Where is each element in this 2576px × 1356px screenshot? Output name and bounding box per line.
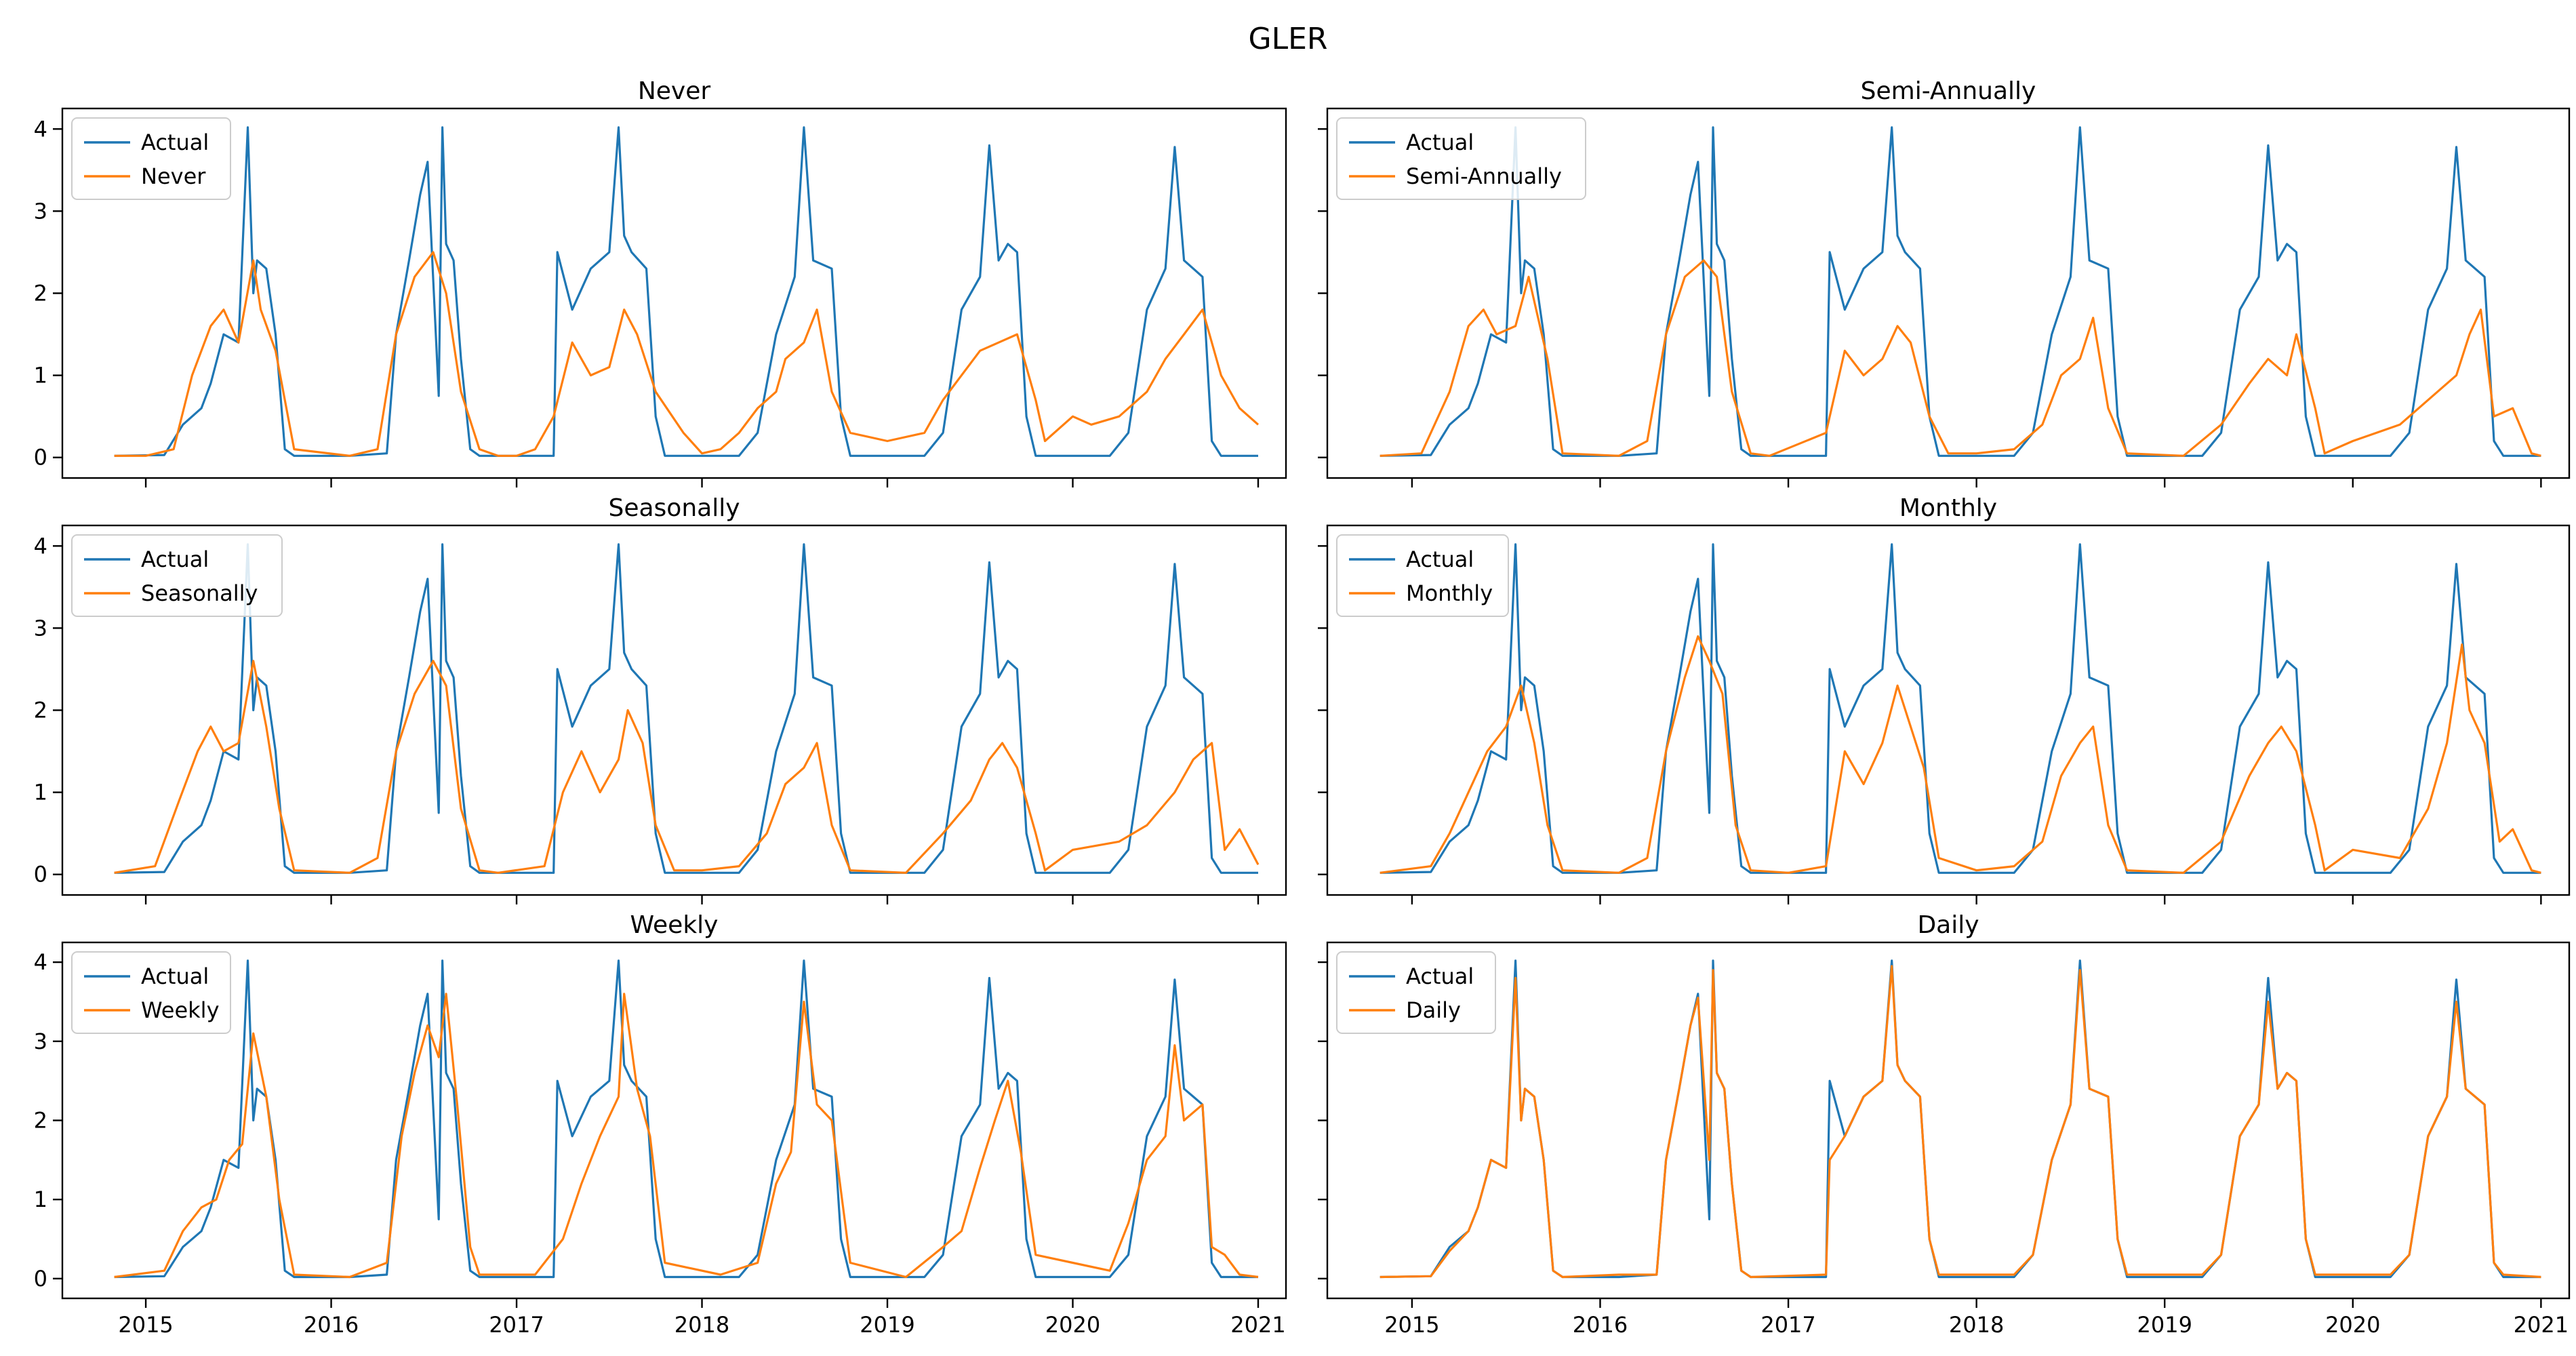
legend-box xyxy=(1336,951,1496,1034)
panel-seasonally: Seasonally 0 1 2 3 4 Actual Seasonally xyxy=(34,494,1287,904)
x-tick-label: 2018 xyxy=(675,1312,729,1338)
legend-label: Seasonally xyxy=(141,580,258,606)
legend: Actual Never xyxy=(71,117,231,200)
y-tick-label: 2 xyxy=(34,1108,47,1134)
legend-label: Actual xyxy=(141,129,209,155)
series-line-actual xyxy=(114,543,1258,874)
panel-weekly: Weekly 0 1 2 3 4 2015 2016 2017 2018 2019 2020 2021 A… xyxy=(34,911,1287,1338)
legend: Actual Weekly xyxy=(71,951,231,1034)
legend-box xyxy=(71,117,231,200)
x-tick-label: 2019 xyxy=(860,1312,914,1338)
legend-label: Never xyxy=(141,163,206,189)
y-tick-label: 0 xyxy=(34,445,47,471)
legend-label: Actual xyxy=(1406,963,1474,989)
x-tick-label: 2016 xyxy=(1573,1312,1628,1338)
x-tick-label: 2021 xyxy=(2514,1312,2569,1338)
legend-label: Actual xyxy=(141,546,209,572)
series-line-semi-annually xyxy=(1380,259,2541,457)
panel-daily: Daily 2015 2016 2017 2018 2019 2020 2021 Actual D… xyxy=(1318,911,2571,1338)
x-tick-label: 2018 xyxy=(1949,1312,2004,1338)
panel-title: Daily xyxy=(1917,911,1979,939)
panel-monthly: Monthly Actual Monthly xyxy=(1318,494,2571,904)
legend: Actual Monthly xyxy=(1336,534,1509,617)
y-tick-label: 4 xyxy=(34,116,47,142)
figure-title: GLER xyxy=(1249,22,1328,56)
x-tick-label: 2020 xyxy=(2325,1312,2380,1338)
x-tick-label: 2020 xyxy=(1045,1312,1100,1338)
series-line-monthly xyxy=(1380,635,2541,874)
series-line-actual xyxy=(1380,543,2541,874)
legend-box xyxy=(71,534,283,617)
series-line-seasonally xyxy=(114,660,1260,874)
legend-label: Semi-Annually xyxy=(1406,163,1562,189)
y-tick-label: 2 xyxy=(34,281,47,306)
y-tick-label: 1 xyxy=(34,1186,47,1212)
legend-label: Actual xyxy=(1406,546,1474,572)
panel-title: Never xyxy=(638,77,711,105)
x-tick-label: 2021 xyxy=(1230,1312,1285,1338)
y-tick-label: 0 xyxy=(34,862,47,888)
panel-title: Semi-Annually xyxy=(1861,77,2036,105)
legend: Actual Semi-Annually xyxy=(1336,117,1586,200)
series-line-daily xyxy=(1380,965,2541,1279)
legend-label: Daily xyxy=(1406,997,1461,1023)
y-tick-label: 0 xyxy=(34,1266,47,1292)
series-line-weekly xyxy=(114,993,1259,1279)
panel-title: Weekly xyxy=(630,911,719,939)
legend-label: Monthly xyxy=(1406,580,1493,606)
x-tick-label: 2015 xyxy=(118,1312,173,1338)
y-tick-label: 1 xyxy=(34,780,47,805)
y-tick-label: 1 xyxy=(34,363,47,388)
y-tick-label: 3 xyxy=(34,615,47,641)
panel-never: Never 0 1 2 3 4 Actual Never xyxy=(34,77,1287,487)
y-tick-label: 2 xyxy=(34,698,47,723)
legend: Actual Seasonally xyxy=(71,534,283,617)
x-tick-label: 2017 xyxy=(1760,1312,1815,1338)
legend-label: Actual xyxy=(1406,129,1474,155)
y-tick-label: 3 xyxy=(34,198,47,224)
legend-label: Weekly xyxy=(141,997,220,1023)
panel-semi-annually: Semi-Annually Actual Semi-Annually xyxy=(1318,77,2571,487)
panel-title: Seasonally xyxy=(608,494,740,522)
x-tick-label: 2017 xyxy=(489,1312,544,1338)
subplot-grid: Never01234ActualNeverSemi-AnnuallyActual… xyxy=(34,77,2571,1338)
y-tick-label: 4 xyxy=(34,533,47,559)
legend-box xyxy=(71,951,231,1034)
panel-title: Monthly xyxy=(1899,494,1997,522)
y-tick-label: 3 xyxy=(34,1029,47,1054)
x-tick-label: 2019 xyxy=(2137,1312,2192,1338)
y-tick-label: 4 xyxy=(34,949,47,975)
x-tick-label: 2016 xyxy=(304,1312,359,1338)
series-line-never xyxy=(114,251,1260,457)
legend-label: Actual xyxy=(141,963,209,989)
legend: Actual Daily xyxy=(1336,951,1496,1034)
x-tick-label: 2015 xyxy=(1384,1312,1439,1338)
legend-box xyxy=(1336,117,1586,200)
legend-box xyxy=(1336,534,1509,617)
